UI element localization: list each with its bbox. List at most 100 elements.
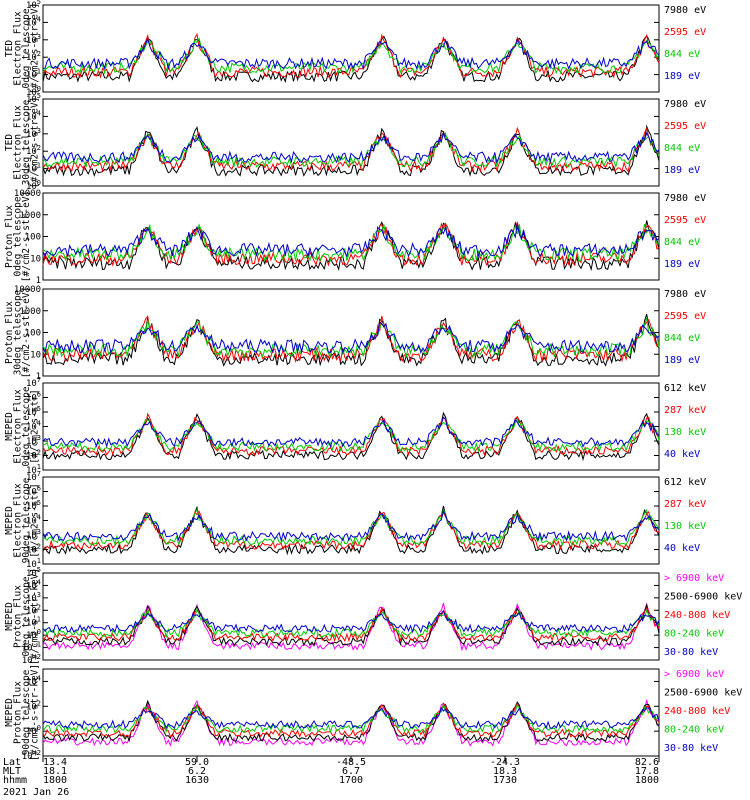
y-axis-label: [#/cm2-s-str-keV] xyxy=(30,568,41,665)
x-row-label: MLT xyxy=(3,766,21,777)
legend-entry: 80-240 keV xyxy=(664,629,724,640)
legend-entry: 287 keV xyxy=(664,499,706,510)
legend-entry: 7980 eV xyxy=(664,5,706,16)
y-tick-label: 10 xyxy=(30,254,41,264)
y-axis-label: 90deg telescope xyxy=(21,477,32,563)
y-axis-label: Proton Flux xyxy=(4,205,15,268)
x-row-label: hhmm xyxy=(3,775,27,786)
legend-entry: 2595 eV xyxy=(664,121,706,132)
y-tick-label: 105 xyxy=(26,0,41,11)
x-tick-label: 1800 xyxy=(43,775,67,786)
x-tick-label: 18.1 xyxy=(43,766,67,777)
y-tick-label: 1000 xyxy=(19,211,41,221)
y-axis-label: [#/cm2-s-str-eV] xyxy=(30,3,41,95)
y-tick-label: 1000 xyxy=(19,307,41,317)
y-axis-label: TED xyxy=(4,40,15,57)
y-tick-label: 100 xyxy=(25,329,41,339)
y-axis-label: 90deg telescope xyxy=(21,669,32,755)
x-tick-label: 1730 xyxy=(493,775,517,786)
y-axis-label: 30deg telescope xyxy=(13,289,24,375)
x-tick-label: 1630 xyxy=(185,775,209,786)
y-tick-label: 10000 xyxy=(14,189,41,199)
y-axis-label: MEPED xyxy=(4,698,15,727)
y-axis-label: [#/cm2-s-str] xyxy=(30,483,41,557)
panel-frame xyxy=(42,4,660,93)
x-tick-label: 6.7 xyxy=(342,766,360,777)
y-axis-label: [#/cm2-s-str-eV] xyxy=(21,287,32,379)
panel-frame xyxy=(42,288,660,377)
legend-entry: 30-80 keV xyxy=(664,647,718,658)
series-trace xyxy=(42,32,660,79)
x-tick-label: 1800 xyxy=(635,775,659,786)
y-axis-label: [#/cm2-s-str] xyxy=(30,389,41,463)
series-trace xyxy=(42,130,660,164)
series-trace xyxy=(42,505,660,556)
legend-entry: 80-240 keV xyxy=(664,725,724,736)
y-tick-label: 1 xyxy=(36,372,41,382)
legend-entry: 844 eV xyxy=(664,333,700,344)
legend-entry: 612 keV xyxy=(664,477,706,488)
series-trace xyxy=(42,220,660,272)
x-tick-label: 59.0 xyxy=(185,757,209,768)
legend-entry: 7980 eV xyxy=(664,289,706,300)
series-trace xyxy=(42,124,660,177)
legend-entry: 130 keV xyxy=(664,427,706,438)
y-axis-label: Proton Flux xyxy=(13,681,24,744)
y-axis-label: 0deg telescope xyxy=(21,8,32,88)
legend-entry: 189 eV xyxy=(664,71,700,82)
x-tick-label: 17.8 xyxy=(635,766,659,777)
panel-frame xyxy=(42,382,660,471)
x-tick-label: 6.2 xyxy=(188,766,206,777)
legend-entry: 2595 eV xyxy=(664,27,706,38)
x-tick-label: -48.5 xyxy=(336,757,366,768)
x-tick-label: 82.6 xyxy=(635,757,659,768)
series-trace xyxy=(42,223,660,259)
y-tick-label: 100 xyxy=(25,233,41,243)
y-axis-label: Electron Flux xyxy=(13,389,24,464)
series-trace xyxy=(42,126,660,173)
series-trace xyxy=(42,220,660,267)
y-axis-label: 0deg telescope xyxy=(21,576,32,656)
series-trace xyxy=(42,703,660,734)
panel-frame xyxy=(42,98,660,187)
legend-entry: 2500-6900 keV xyxy=(664,592,742,603)
series-trace xyxy=(42,223,660,263)
x-row-label: Lat xyxy=(3,757,21,768)
legend-entry: 2595 eV xyxy=(664,311,706,322)
series-trace xyxy=(42,321,660,355)
legend-entry: > 6900 keV xyxy=(664,573,724,584)
x-tick-label: -24.3 xyxy=(490,757,520,768)
panel-frame xyxy=(42,572,660,661)
y-axis-label: MEPED xyxy=(4,412,15,441)
legend-entry: 2595 eV xyxy=(664,215,706,226)
y-axis-label: 0deg telescope xyxy=(13,196,24,276)
series-trace xyxy=(42,132,660,169)
legend-entry: 844 eV xyxy=(664,237,700,248)
y-tick-label: 10000 xyxy=(14,285,41,295)
series-trace xyxy=(42,706,660,730)
legend-entry: 40 keV xyxy=(664,543,700,554)
legend-entry: 844 eV xyxy=(664,143,700,154)
y-axis-label: Proton Flux xyxy=(13,585,24,648)
series-trace xyxy=(42,610,660,634)
legend-entry: 7980 eV xyxy=(664,193,706,204)
legend-entry: 7980 eV xyxy=(664,99,706,110)
y-axis-label: Electron Flux xyxy=(13,11,24,86)
y-axis-label: 0deg telescope xyxy=(21,386,32,466)
legend-entry: 240-800 keV xyxy=(664,610,730,621)
y-axis-label: MEPED xyxy=(4,602,15,631)
series-trace xyxy=(42,510,660,551)
series-trace xyxy=(42,699,660,747)
y-axis-label: Proton Flux xyxy=(4,301,15,364)
x-tick-label: 13.4 xyxy=(43,757,67,768)
legend-entry: 844 eV xyxy=(664,49,700,60)
y-tick-label: 10 xyxy=(30,350,41,360)
